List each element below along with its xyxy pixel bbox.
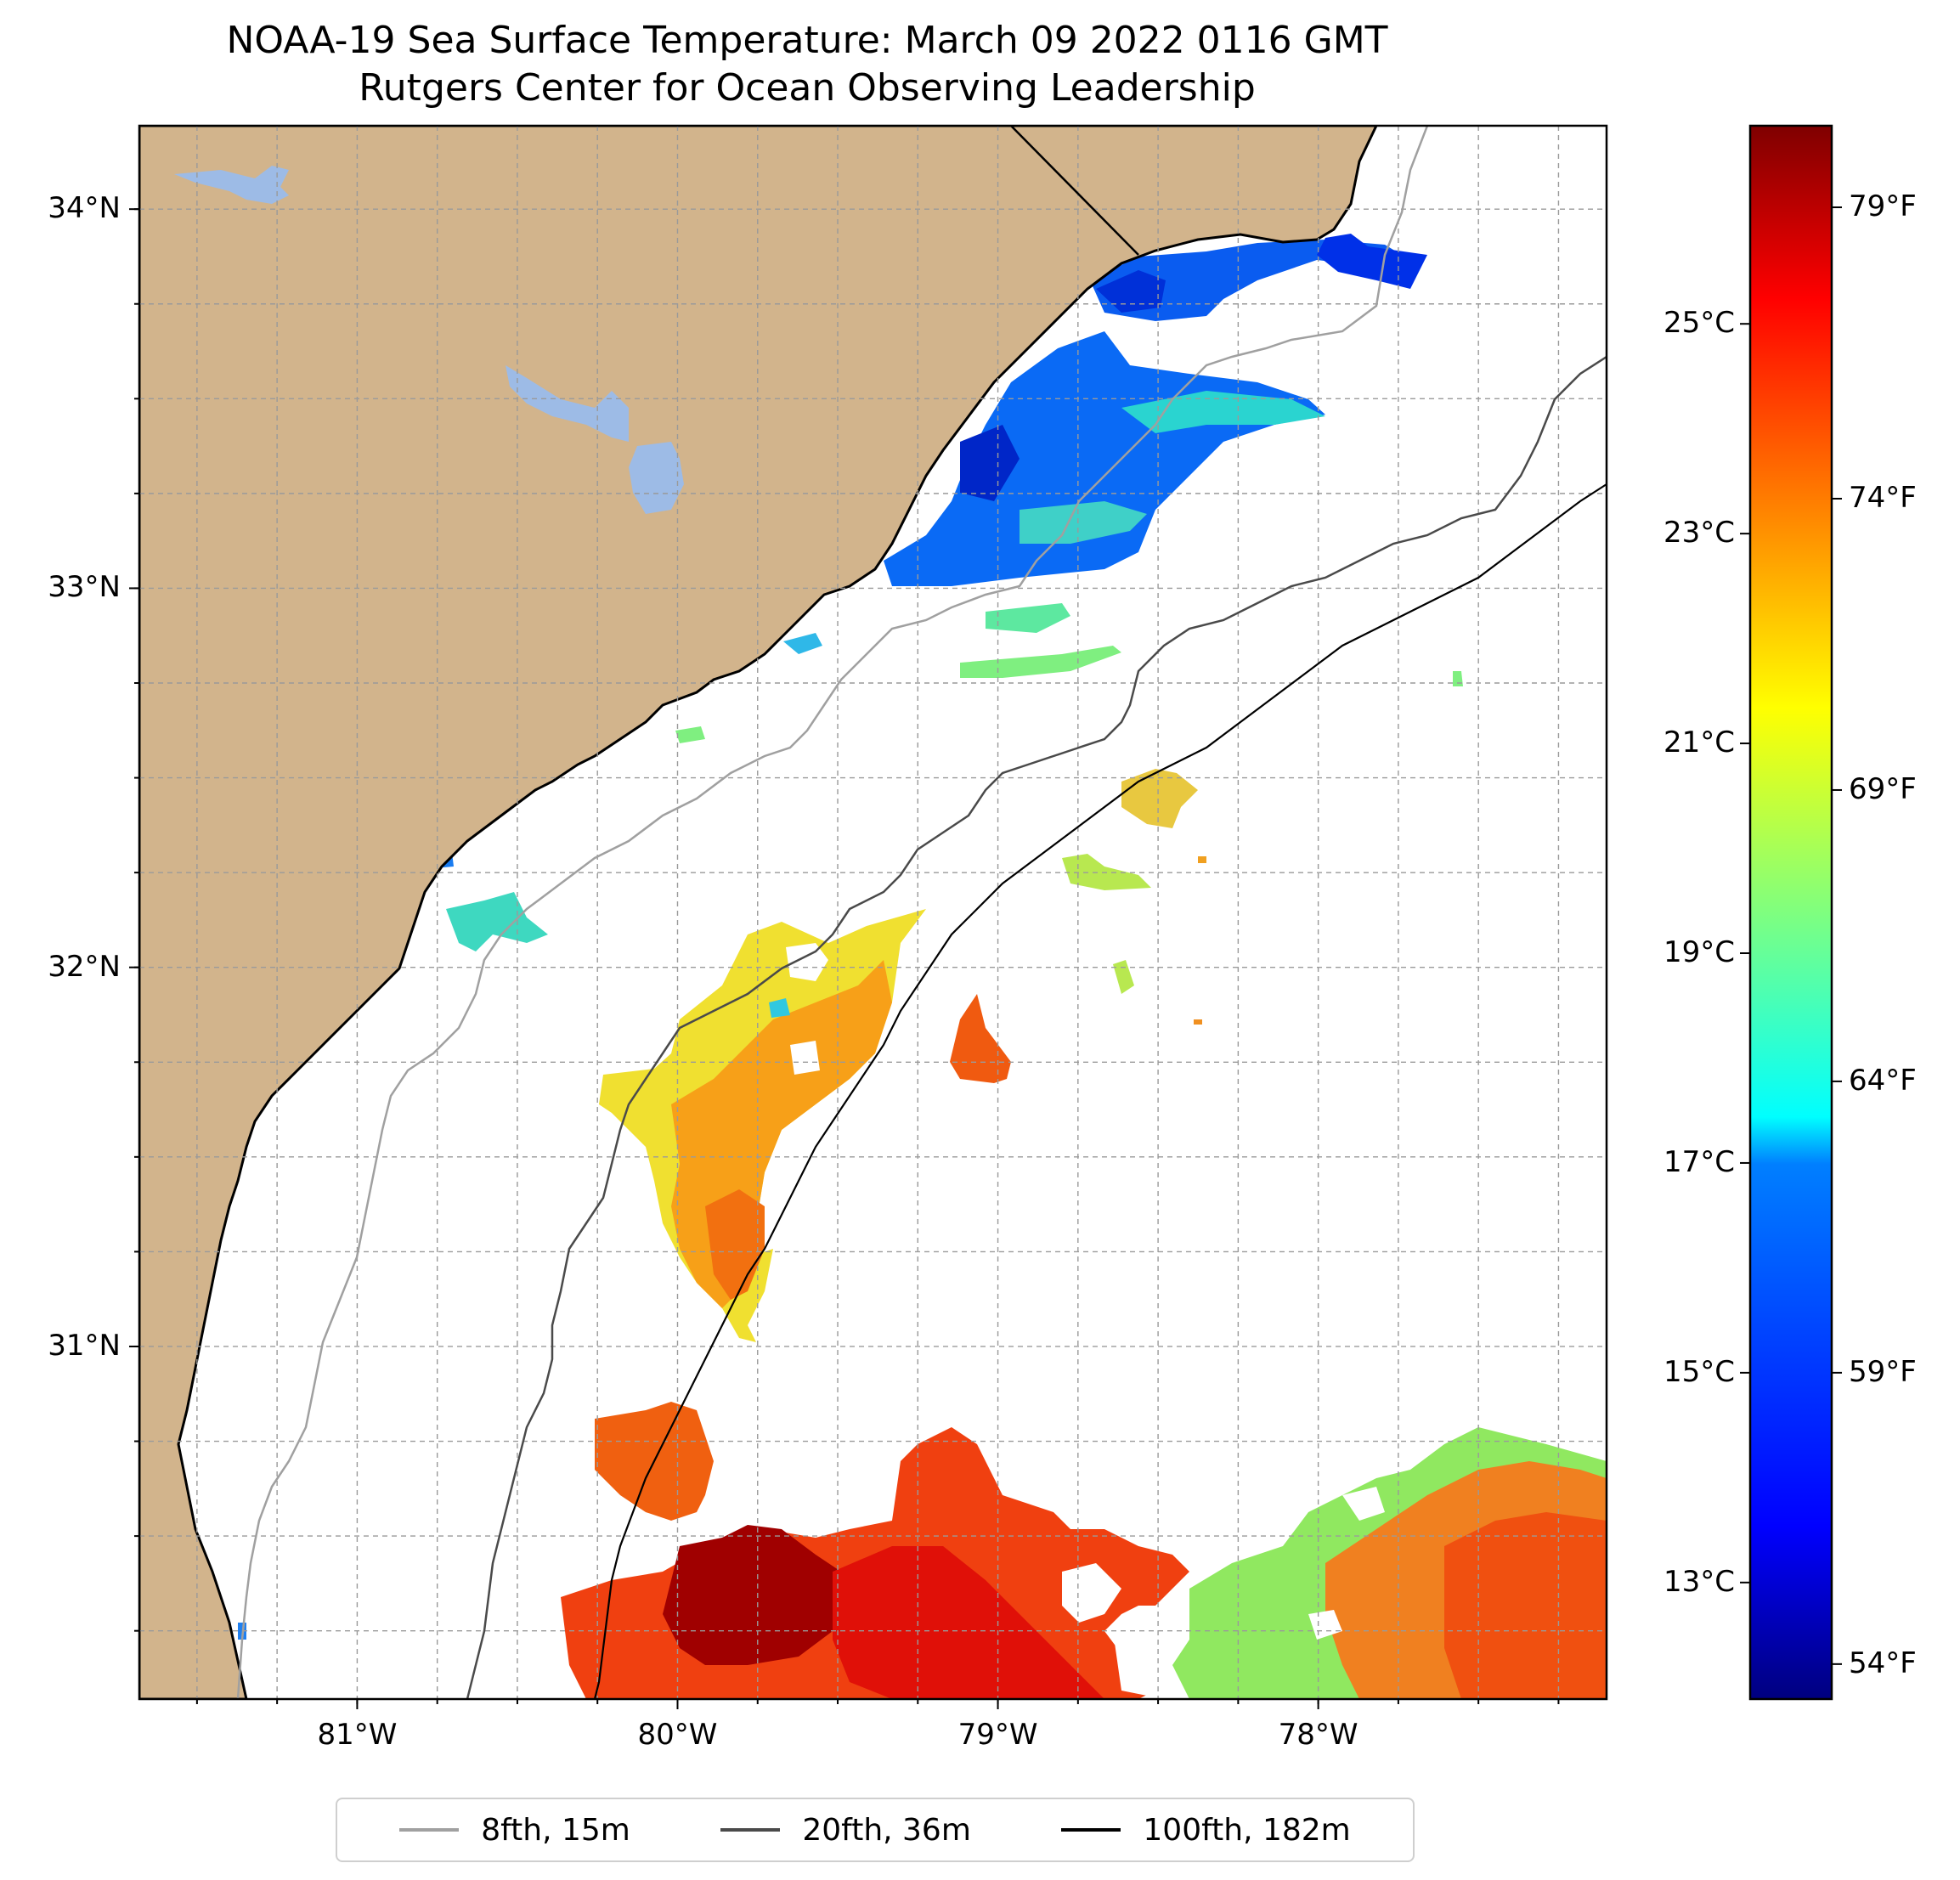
lon-tick-label: 78°W [1278,1718,1358,1752]
sst-patch-mid-hole [786,943,828,981]
cb-label-f: 64°F [1849,1063,1917,1098]
legend-swatch-20fth [720,1828,781,1832]
chart-subtitle: Rutgers Center for Ocean Observing Leade… [359,66,1256,110]
gridlines [139,126,1607,1699]
lake-marion [506,365,629,442]
legend-swatch-100fth [1061,1828,1121,1832]
sst-patches [153,234,1607,1699]
lat-tick-label: 33°N [48,570,121,605]
lon-tick-label: 79°W [957,1718,1038,1752]
legend-label-8fth: 8fth, 15m [481,1812,630,1848]
sst-patch-south-darkred [663,1525,850,1665]
lon-tick-label: 80°W [637,1718,718,1752]
sst-patch-south-hole2 [1113,1623,1189,1699]
legend-item-100fth: 100fth, 182m [1061,1812,1351,1848]
isobath-legend: 8fth, 15m 20fth, 36m 100fth, 182m [336,1798,1415,1862]
isobath-8fth [236,126,1429,1699]
cb-label-f: 69°F [1849,771,1917,806]
cb-label-f: 59°F [1849,1354,1917,1389]
sst-patch-coast-green [675,726,705,743]
sst-patch-east-orange-spot [1198,856,1206,863]
cb-label-f: 79°F [1849,189,1917,224]
legend-label-20fth: 20fth, 36m [802,1812,971,1848]
cb-label-f: 74°F [1849,480,1917,515]
lat-tick-label: 31°N [48,1328,121,1363]
sst-patch-south-hole [1062,1563,1121,1623]
land-mass [139,126,1378,1699]
legend-swatch-8fth [399,1828,460,1832]
sst-patch-east-big-red [1444,1512,1607,1699]
sst-patch-east-green-small [1113,960,1134,994]
legend-item-20fth: 20fth, 36m [720,1813,971,1848]
sst-patch-east-red [950,994,1011,1083]
lat-tick-label: 32°N [48,949,121,984]
sst-patch-east-hole [1308,1610,1342,1640]
axis-ticks [129,208,1560,1709]
cb-label-c: 13°C [1663,1564,1735,1599]
sst-patch-east-orange-dot [1194,1019,1202,1025]
map-frame [138,124,1608,1701]
sst-patch-green-streak [960,646,1121,678]
sst-patch-plume-tongue [986,603,1070,633]
sst-patch-plume-south [1020,501,1147,544]
cb-label-c: 25°C [1663,306,1735,341]
sst-patch-east-hole2 [1342,1487,1385,1521]
colorbar [1748,124,1833,1701]
cb-label-c: 15°C [1663,1354,1735,1389]
sst-patch-blue-upper-right [1317,234,1427,289]
sst-patch-coast-cyan [446,892,548,951]
chart-title: NOAA-19 Sea Surface Temperature: March 0… [226,19,1388,62]
lat-tick-label: 34°N [48,191,121,226]
legend-label-100fth: 100fth, 182m [1143,1812,1351,1848]
colorbar-ticks [1740,206,1842,1665]
sst-patch-plume-core [960,425,1020,501]
cb-label-f: 54°F [1849,1646,1917,1680]
sst-patch-mid-green-spot [769,998,790,1018]
sst-patch-mid-hole2 [790,1041,820,1075]
state-border [1010,126,1139,256]
cb-label-c: 19°C [1663,935,1735,969]
cb-label-c: 17°C [1663,1144,1735,1179]
sst-patch-south-red [833,1546,1104,1699]
legend-item-8fth: 8fth, 15m [399,1813,630,1848]
isobath-100fth [593,483,1607,1699]
sst-patch-green-right [1453,671,1463,686]
cb-label-c: 21°C [1663,725,1735,760]
lon-tick-label: 81°W [317,1718,398,1752]
cb-label-c: 23°C [1663,516,1735,550]
sst-patch-north-cold-core [1096,270,1166,313]
sst-patch-cyan-small [783,633,822,654]
lake-top [174,166,289,204]
lake-moultrie [629,442,684,514]
sst-patch-east-yellow [1121,769,1198,828]
isobath-20fth [466,355,1607,1699]
sst-patch-plume-edge [1121,391,1325,433]
